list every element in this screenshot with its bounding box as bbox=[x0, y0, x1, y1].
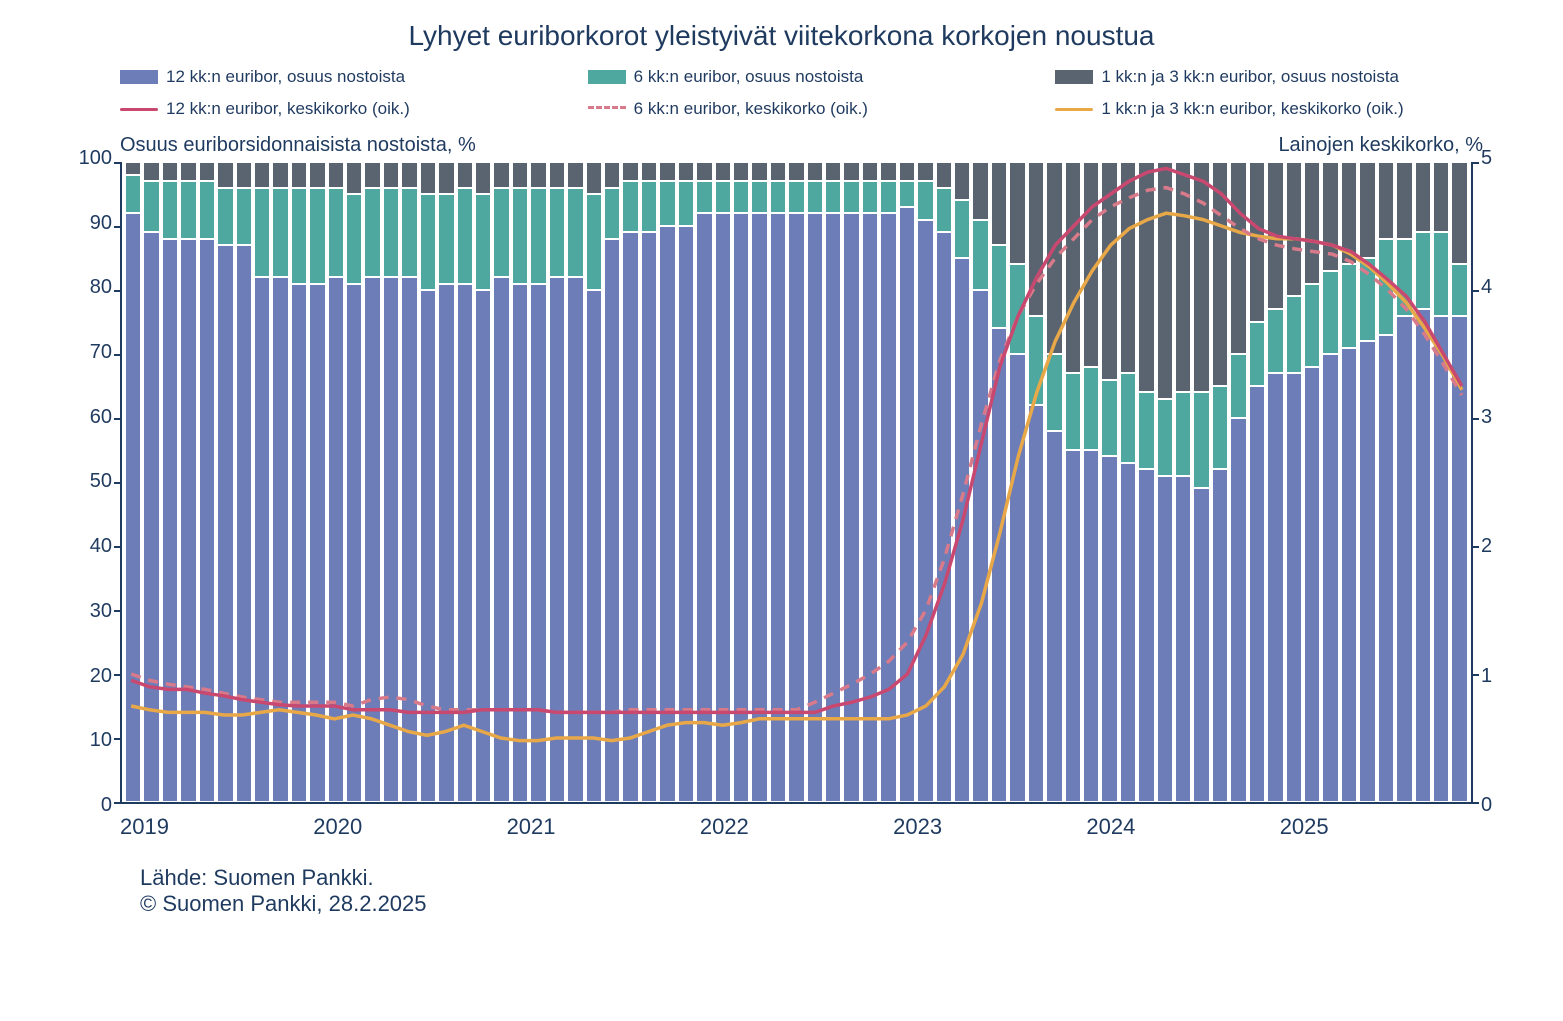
y-tick-left: 80 bbox=[67, 276, 112, 299]
legend-dash-swatch bbox=[588, 106, 626, 112]
x-tick-label: 2024 bbox=[1086, 814, 1279, 840]
chart-footer: Lähde: Suomen Pankki. © Suomen Pankki, 2… bbox=[140, 865, 1543, 917]
legend-swatch-12kk bbox=[120, 70, 158, 84]
rate-line bbox=[131, 168, 1462, 712]
legend: 12 kk:n euribor, osuus nostoista 6 kk:n … bbox=[20, 67, 1543, 134]
legend-label: 12 kk:n euribor, keskikorko (oik.) bbox=[166, 99, 410, 119]
legend-line-swatch bbox=[1055, 108, 1093, 111]
y-tick-left: 70 bbox=[67, 341, 112, 364]
x-tick-label: 2020 bbox=[313, 814, 506, 840]
y-tick-left: 100 bbox=[67, 147, 112, 170]
x-tick-label: 2022 bbox=[700, 814, 893, 840]
legend-swatch-13kk bbox=[1055, 70, 1093, 84]
legend-line-1-3kk: 1 kk:n ja 3 kk:n euribor, keskikorko (oi… bbox=[1055, 99, 1493, 119]
y-tick-right: 4 bbox=[1481, 276, 1506, 299]
legend-label: 12 kk:n euribor, osuus nostoista bbox=[166, 67, 405, 87]
legend-line-12kk: 12 kk:n euribor, keskikorko (oik.) bbox=[120, 99, 558, 119]
y-tick-left: 0 bbox=[67, 794, 112, 817]
legend-label: 1 kk:n ja 3 kk:n euribor, osuus nostoist… bbox=[1101, 67, 1399, 87]
y-axis-left: 1009080706050403020100 bbox=[67, 147, 112, 817]
lines-overlay bbox=[122, 162, 1471, 802]
x-tick-label: 2025 bbox=[1280, 814, 1473, 840]
legend-label: 1 kk:n ja 3 kk:n euribor, keskikorko (oi… bbox=[1101, 99, 1403, 119]
y-tick-left: 90 bbox=[67, 212, 112, 235]
chart-title: Lyhyet euriborkorot yleistyivät viitekor… bbox=[20, 20, 1543, 52]
y-tick-left: 50 bbox=[67, 470, 112, 493]
y-tick-right: 1 bbox=[1481, 665, 1506, 688]
x-tick-label: 2019 bbox=[120, 814, 313, 840]
x-tick-label: 2021 bbox=[507, 814, 700, 840]
legend-bar-12kk: 12 kk:n euribor, osuus nostoista bbox=[120, 67, 558, 87]
y-tick-right: 2 bbox=[1481, 535, 1506, 558]
y-tick-right: 5 bbox=[1481, 147, 1506, 170]
x-axis: 2019202020212022202320242025 bbox=[120, 814, 1473, 840]
legend-bar-1-3kk: 1 kk:n ja 3 kk:n euribor, osuus nostoist… bbox=[1055, 67, 1493, 87]
legend-bar-6kk: 6 kk:n euribor, osuus nostoista bbox=[588, 67, 1026, 87]
legend-line-swatch bbox=[120, 108, 158, 111]
y-tick-left: 10 bbox=[67, 729, 112, 752]
legend-label: 6 kk:n euribor, keskikorko (oik.) bbox=[634, 99, 868, 119]
right-axis-title: Lainojen keskikorko, % bbox=[1278, 134, 1483, 157]
y-tick-right: 0 bbox=[1481, 794, 1506, 817]
x-tick-label: 2023 bbox=[893, 814, 1086, 840]
chart-container: Lyhyet euriborkorot yleistyivät viitekor… bbox=[20, 20, 1543, 1001]
left-axis-title: Osuus euriborsidonnaisista nostoista, % bbox=[120, 134, 476, 157]
rate-line bbox=[131, 188, 1462, 713]
y-tick-left: 30 bbox=[67, 600, 112, 623]
legend-label: 6 kk:n euribor, osuus nostoista bbox=[634, 67, 864, 87]
plot-area: 1009080706050403020100 543210 bbox=[120, 162, 1473, 804]
legend-line-6kk: 6 kk:n euribor, keskikorko (oik.) bbox=[588, 99, 1026, 119]
copyright-text: © Suomen Pankki, 28.2.2025 bbox=[140, 891, 1543, 917]
rate-line bbox=[131, 213, 1462, 740]
y-tick-left: 20 bbox=[67, 665, 112, 688]
y-axis-right: 5 4 3 2 1 0 bbox=[1481, 147, 1506, 817]
y-tick-right: 3 bbox=[1481, 406, 1506, 429]
y-tick-left: 40 bbox=[67, 535, 112, 558]
source-text: Lähde: Suomen Pankki. bbox=[140, 865, 1543, 891]
y-tick-left: 60 bbox=[67, 406, 112, 429]
legend-swatch-6kk bbox=[588, 70, 626, 84]
axis-titles: Osuus euriborsidonnaisista nostoista, % … bbox=[20, 134, 1543, 162]
